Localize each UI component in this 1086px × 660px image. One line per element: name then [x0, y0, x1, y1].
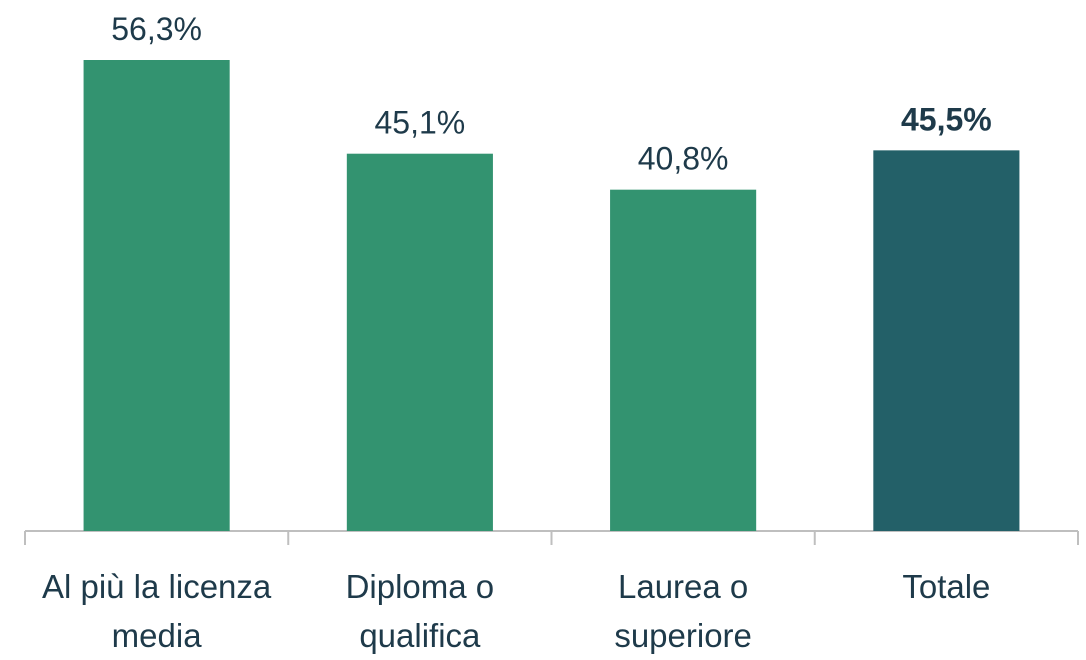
value-label: 56,3%: [111, 11, 202, 47]
bar: [346, 153, 493, 531]
value-label: 45,5%: [901, 101, 992, 137]
value-label: 40,8%: [638, 141, 729, 177]
x-tick-label: Laurea o superiore: [614, 568, 752, 654]
bar: [83, 60, 230, 531]
x-tick-label: Al più la licenza media: [41, 568, 272, 654]
x-tick-label: Diploma o qualifica: [345, 568, 495, 654]
x-tick-label: Totale: [902, 568, 991, 605]
value-label: 45,1%: [375, 105, 466, 141]
bar: [873, 150, 1020, 531]
bar: [610, 189, 757, 532]
